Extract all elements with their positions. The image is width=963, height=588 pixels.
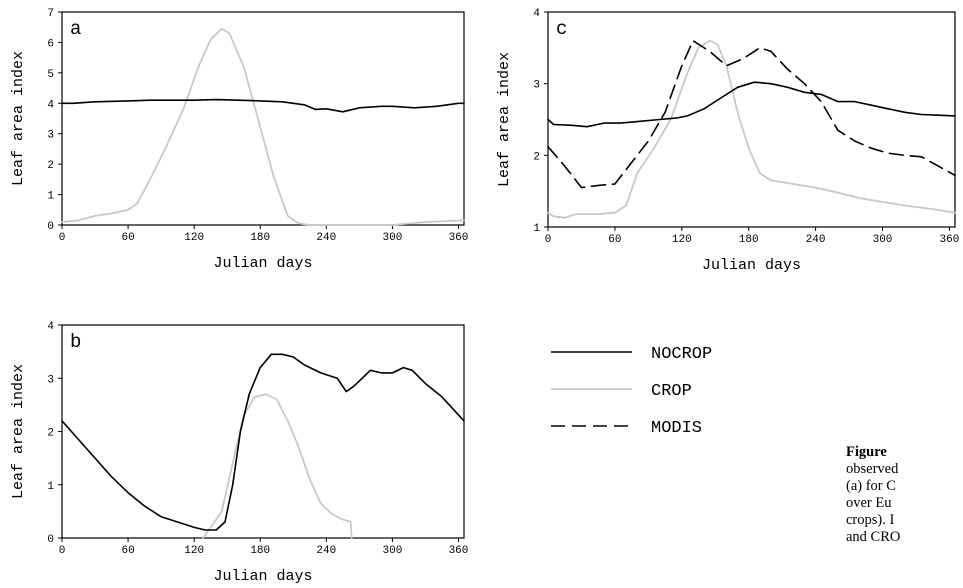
x-tick-label: 300: [383, 232, 403, 244]
y-tick-label: 5: [47, 69, 54, 81]
panel-c-chart: 0 60 120 180 240 300 360 1 2 3 4 Julian days Leaf ar…: [496, 8, 959, 274]
x-tick-label: 180: [250, 545, 270, 557]
caption-figure-word: Figure: [846, 444, 887, 460]
caption-line: observed: [846, 461, 899, 477]
y-tick-label: 2: [533, 151, 540, 163]
y-tick-label: 0: [47, 221, 54, 233]
panel-label: b: [70, 331, 81, 353]
legend-label: CROP: [651, 382, 692, 401]
x-tick-label: 120: [672, 234, 692, 246]
panel-a-chart: 0 60 120 180 240 300 360 0 1 2 3 4 5 6 7 Julian days Lea…: [10, 8, 468, 272]
x-tick-label: 60: [121, 232, 134, 244]
series-line-crop: [61, 27, 465, 226]
y-tick-label: 6: [47, 38, 54, 50]
y-tick-label: 4: [47, 99, 54, 111]
series-line-nocrop: [61, 98, 465, 113]
y-tick-label: 3: [533, 80, 540, 92]
y-axis-label: Leaf area index: [496, 52, 513, 187]
x-tick-label: 60: [608, 234, 621, 246]
x-tick-label: 360: [449, 545, 469, 557]
x-tick-label: 120: [184, 232, 204, 244]
x-tick-label: 0: [545, 234, 552, 246]
series-line-modis: [547, 39, 956, 189]
figure-caption: Figure observed (a) for C over Eu crops)…: [846, 444, 963, 546]
y-tick-label: 3: [47, 374, 54, 386]
y-tick-label: 0: [47, 534, 54, 546]
series-line-nocrop: [61, 353, 465, 531]
legend: NOCROP CROP MODIS: [551, 345, 712, 438]
y-axis-label: Leaf area index: [10, 51, 27, 186]
x-tick-label: 180: [739, 234, 759, 246]
x-tick-label: 240: [316, 545, 336, 557]
y-tick-label: 2: [47, 428, 54, 440]
panel-b-chart: 0 60 120 180 240 300 360 0 1 2 3 4 Julian days Leaf a…: [10, 321, 468, 585]
plot-frame: [61, 11, 465, 226]
panel-label: a: [70, 18, 81, 40]
x-tick-label: 300: [383, 545, 403, 557]
y-tick-label: 1: [47, 191, 54, 203]
series-line-crop: [202, 393, 353, 539]
plot-frame: [61, 324, 465, 539]
x-tick-label: 360: [940, 234, 960, 246]
caption-line: crops). I: [846, 512, 895, 528]
panel-label: c: [556, 18, 567, 40]
y-tick-label: 1: [47, 481, 54, 493]
y-tick-label: 7: [47, 8, 54, 20]
x-axis-label: Julian days: [213, 568, 312, 585]
x-tick-label: 360: [449, 232, 469, 244]
x-tick-label: 60: [121, 545, 134, 557]
y-axis-label: Leaf area index: [10, 364, 27, 499]
y-tick-label: 3: [47, 130, 54, 142]
x-tick-label: 120: [184, 545, 204, 557]
plot-frame: [547, 11, 956, 228]
y-tick-label: 2: [47, 160, 54, 172]
x-axis-label: Julian days: [213, 255, 312, 272]
y-tick-label: 4: [533, 8, 540, 20]
caption-line: (a) for C: [846, 478, 896, 494]
legend-label: MODIS: [651, 419, 702, 438]
x-axis-label: Julian days: [702, 257, 801, 274]
caption-line: over Eu: [846, 495, 892, 511]
series-line-crop: [547, 39, 956, 219]
legend-label: NOCROP: [651, 345, 712, 364]
x-tick-label: 300: [873, 234, 893, 246]
x-tick-label: 0: [59, 545, 66, 557]
x-tick-label: 180: [250, 232, 270, 244]
series-line-nocrop: [547, 81, 956, 128]
y-tick-label: 1: [533, 223, 540, 235]
x-tick-label: 0: [59, 232, 66, 244]
y-tick-label: 4: [47, 321, 54, 333]
x-tick-label: 240: [806, 234, 826, 246]
caption-line: and CRO: [846, 529, 901, 545]
x-tick-label: 240: [316, 232, 336, 244]
